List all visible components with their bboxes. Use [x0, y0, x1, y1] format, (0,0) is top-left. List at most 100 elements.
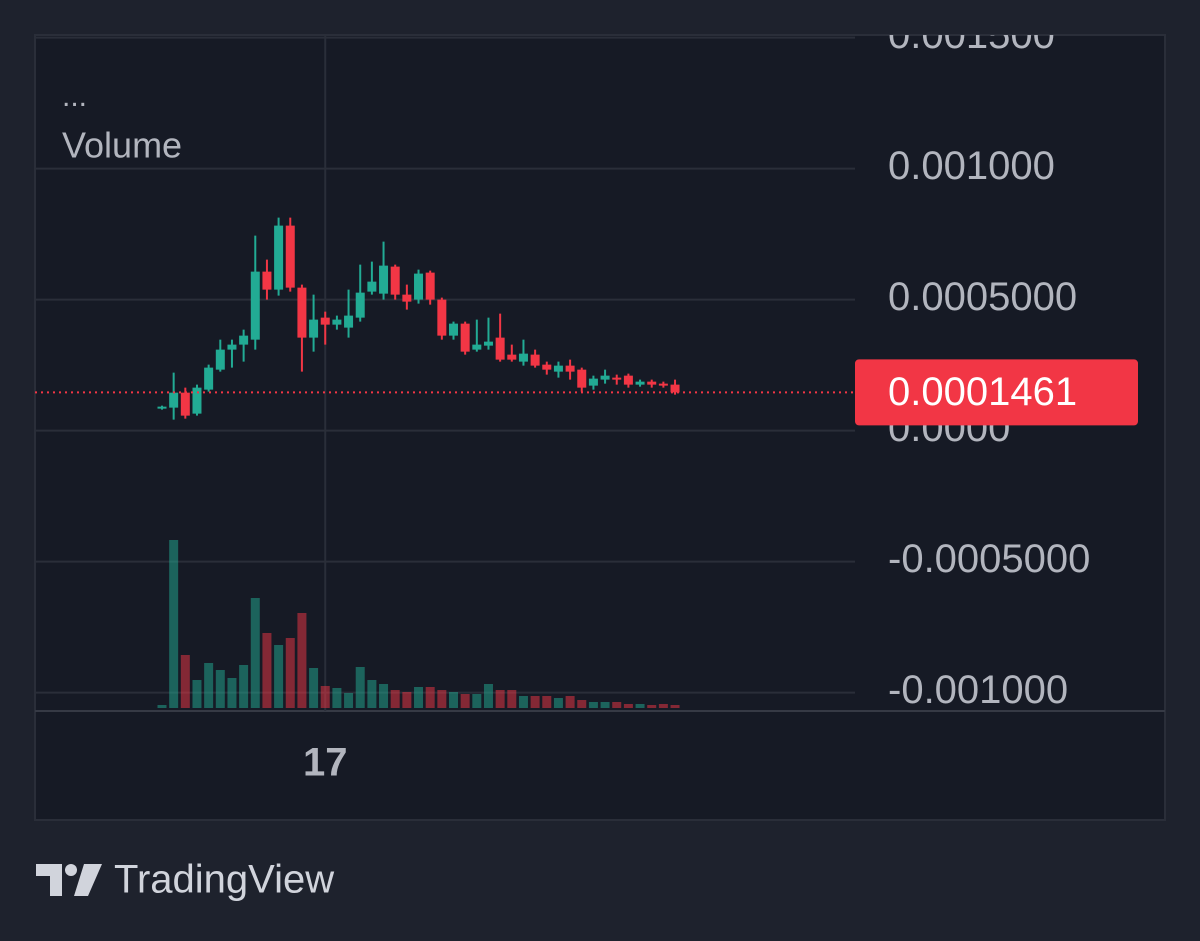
candle-body: [623, 375, 633, 385]
candle-body: [530, 354, 540, 366]
candle-body: [250, 271, 260, 340]
candle-body: [437, 299, 447, 336]
candle-body: [332, 319, 342, 325]
volume-bar: [390, 690, 400, 708]
volume-bar: [379, 684, 389, 708]
brand-name: TradingView: [114, 858, 334, 902]
price-label: 0.0001461: [888, 370, 1077, 414]
volume-bar: [600, 702, 610, 708]
volume-bar: [565, 696, 575, 708]
legend-label: Volume: [62, 125, 182, 166]
volume-bar: [647, 705, 657, 708]
volume-bar: [460, 694, 470, 708]
candle-body: [274, 225, 284, 290]
candle-body: [483, 341, 493, 346]
volume-bar: [507, 690, 517, 708]
volume-bar: [309, 668, 319, 708]
price-line: 0.0001461: [35, 359, 1138, 426]
candle-body: [425, 272, 435, 300]
volume-bar: [215, 670, 225, 708]
candle-body: [402, 294, 412, 302]
volume-bar: [402, 692, 412, 708]
candles: [157, 217, 680, 420]
candle-body: [472, 344, 482, 350]
volume-bar: [204, 663, 214, 708]
candle-body: [239, 335, 249, 345]
y-tick-label: -0.001000: [888, 668, 1068, 712]
candle-body: [507, 354, 517, 360]
candle-body: [635, 381, 645, 385]
candle-body: [518, 353, 528, 362]
volume-bar: [332, 688, 342, 708]
candle-body: [390, 266, 400, 295]
y-tick-label: 0.001500: [888, 13, 1055, 57]
candle-body: [215, 349, 225, 370]
legend-label: ...: [62, 80, 87, 113]
volume-bar: [192, 680, 202, 708]
candle-body: [355, 292, 365, 318]
candle-body: [320, 317, 330, 325]
volume-bar: [239, 665, 249, 708]
volume-bar: [495, 690, 505, 708]
candle-body: [367, 281, 377, 292]
volume-bar: [180, 655, 190, 708]
volume-bar: [577, 700, 587, 708]
price-label-box: [855, 359, 1138, 426]
volume-bar: [250, 598, 260, 708]
volume-bar: [542, 696, 552, 708]
logo-mark: [65, 864, 77, 876]
candle-body: [565, 365, 575, 372]
volume-bar: [414, 687, 424, 708]
volume-bar: [274, 645, 284, 708]
volume-bar: [285, 638, 295, 708]
candle-body: [227, 344, 237, 350]
y-tick-label: 0.0005000: [888, 275, 1077, 319]
candle-body: [180, 392, 190, 416]
candle-body: [577, 369, 587, 388]
candle-body: [414, 273, 424, 300]
candle-body: [309, 319, 319, 338]
logo: TradingView: [36, 858, 334, 902]
volume-bar: [658, 704, 668, 708]
volume-bar: [157, 705, 167, 708]
grid: [35, 35, 855, 711]
y-tick-label: -0.0005000: [888, 537, 1090, 581]
time-axis: 17: [303, 741, 348, 785]
candle-body: [600, 375, 610, 380]
volume-bar: [588, 702, 598, 708]
candle-body: [157, 406, 167, 409]
candle-body: [460, 323, 470, 352]
volume-bar: [425, 687, 435, 708]
candle-body: [612, 377, 622, 380]
volume-bar: [449, 692, 458, 708]
volume-bar: [437, 690, 447, 708]
volume-bar: [320, 686, 330, 708]
volume-pane: [157, 540, 680, 708]
volume-bar: [518, 696, 528, 708]
logo-mark: [36, 864, 62, 896]
volume-bar: [483, 684, 493, 708]
candle-body: [204, 367, 214, 390]
volume-bar: [553, 698, 563, 708]
candle-body: [192, 387, 202, 414]
candle-body: [588, 378, 598, 386]
volume-bar: [623, 704, 633, 708]
volume-bar: [635, 704, 645, 708]
volume-bar: [612, 702, 622, 708]
volume-bar: [367, 680, 377, 708]
volume-bar: [670, 705, 680, 708]
candle-body: [647, 381, 657, 385]
candle-body: [495, 337, 505, 360]
candle-body: [297, 287, 307, 338]
candle-body: [553, 365, 563, 372]
candle-body: [344, 315, 354, 328]
candle-body: [379, 265, 389, 294]
volume-bar: [355, 667, 365, 708]
candle-body: [449, 323, 458, 336]
y-tick-label: 0.001000: [888, 144, 1055, 188]
x-tick-label: 17: [303, 741, 348, 785]
volume-bar: [472, 694, 482, 708]
candle-body: [169, 392, 179, 408]
